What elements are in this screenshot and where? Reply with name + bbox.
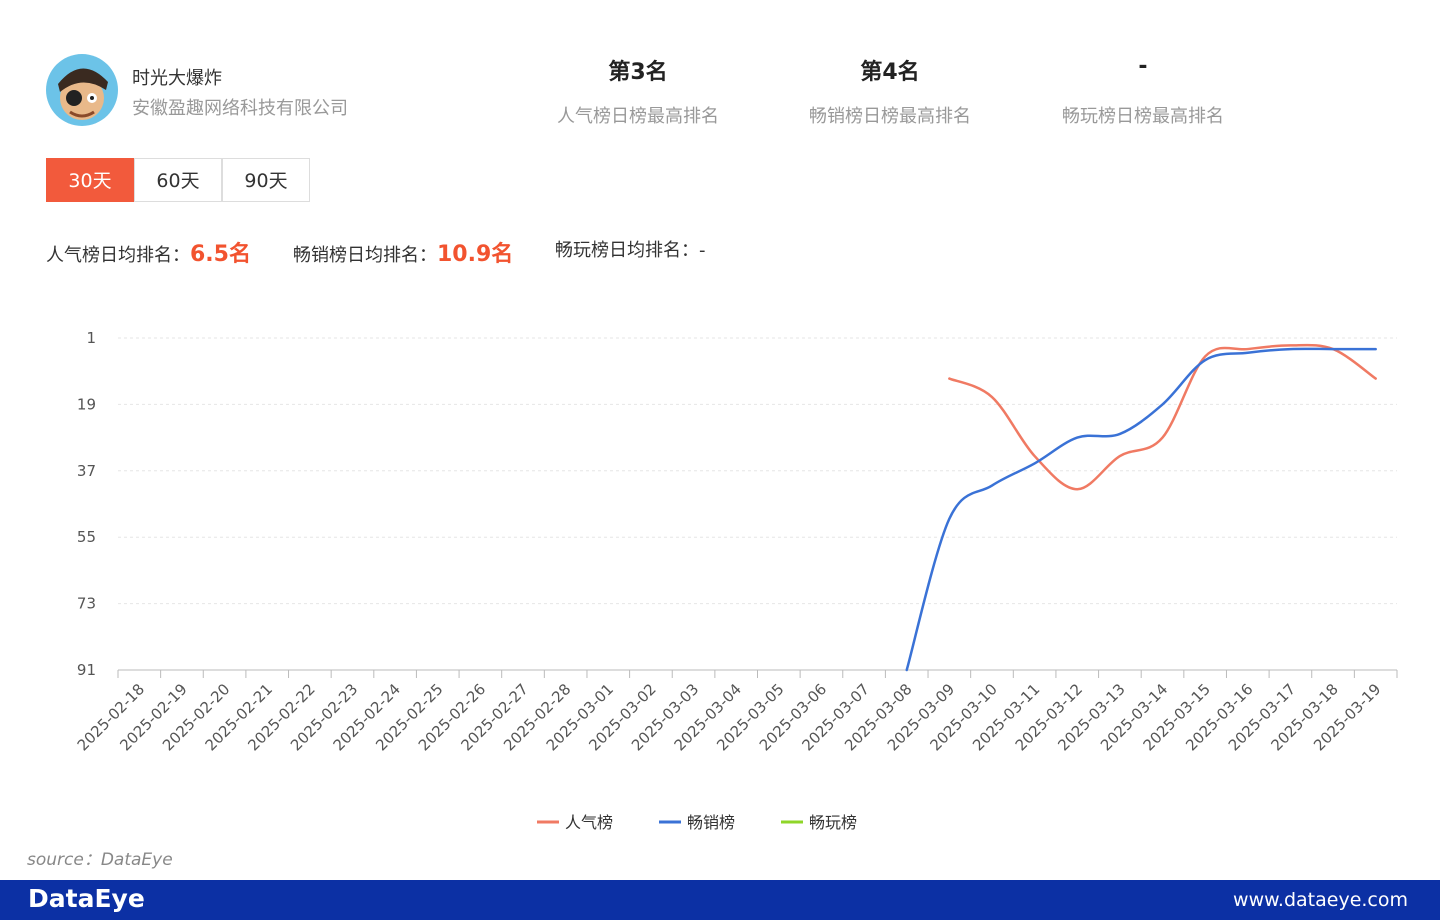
legend-label: 畅销榜 <box>687 813 735 832</box>
y-tick-label: 1 <box>86 329 96 347</box>
app-icon <box>46 54 118 126</box>
series-line <box>948 343 1377 491</box>
avg-value: 10.9名 <box>437 242 514 267</box>
stat-label: 畅销榜日榜最高排名 <box>809 106 971 127</box>
app-company: 安徽盈趣网络科技有限公司 <box>132 98 348 119</box>
stat-value: 第4名 <box>860 60 920 85</box>
stat-value: - <box>1138 54 1148 79</box>
range-tab[interactable]: 30天 <box>46 158 134 202</box>
range-tab[interactable]: 90天 <box>222 158 310 202</box>
footer-brand: DataEye <box>28 884 145 913</box>
avg-label: 人气榜日均排名： <box>46 245 190 266</box>
stat-value: 第3名 <box>608 60 668 85</box>
avg-value: - <box>699 240 706 261</box>
footer-bar: DataEye www.dataeye.com <box>0 880 1440 920</box>
y-tick-label: 37 <box>77 462 96 480</box>
app-name: 时光大爆炸 <box>132 68 222 89</box>
range-tab[interactable]: 60天 <box>134 158 222 202</box>
stat-label: 人气榜日榜最高排名 <box>557 106 719 127</box>
source-note: source：DataEye <box>27 850 173 870</box>
avg-item: 畅玩榜日均排名：- <box>555 236 706 262</box>
avatar <box>46 54 118 126</box>
series-line <box>905 347 1377 672</box>
avg-item: 畅销榜日均排名：10.9名 <box>293 236 513 268</box>
avg-label: 畅玩榜日均排名： <box>555 240 699 261</box>
stat-label: 畅玩榜日榜最高排名 <box>1062 106 1224 127</box>
y-tick-label: 19 <box>77 395 96 413</box>
legend-label: 人气榜 <box>565 813 613 832</box>
avg-label: 畅销榜日均排名： <box>293 245 437 266</box>
y-tick-label: 91 <box>77 661 96 679</box>
y-tick-label: 55 <box>77 528 96 546</box>
avg-item: 人气榜日均排名：6.5名 <box>46 236 251 268</box>
footer-url: www.dataeye.com <box>1233 889 1408 911</box>
avg-value: 6.5名 <box>190 242 251 267</box>
chart: 119375573912025-02-182025-02-192025-02-2… <box>74 329 1398 832</box>
legend-label: 畅玩榜 <box>809 813 857 832</box>
y-tick-label: 73 <box>77 595 96 613</box>
